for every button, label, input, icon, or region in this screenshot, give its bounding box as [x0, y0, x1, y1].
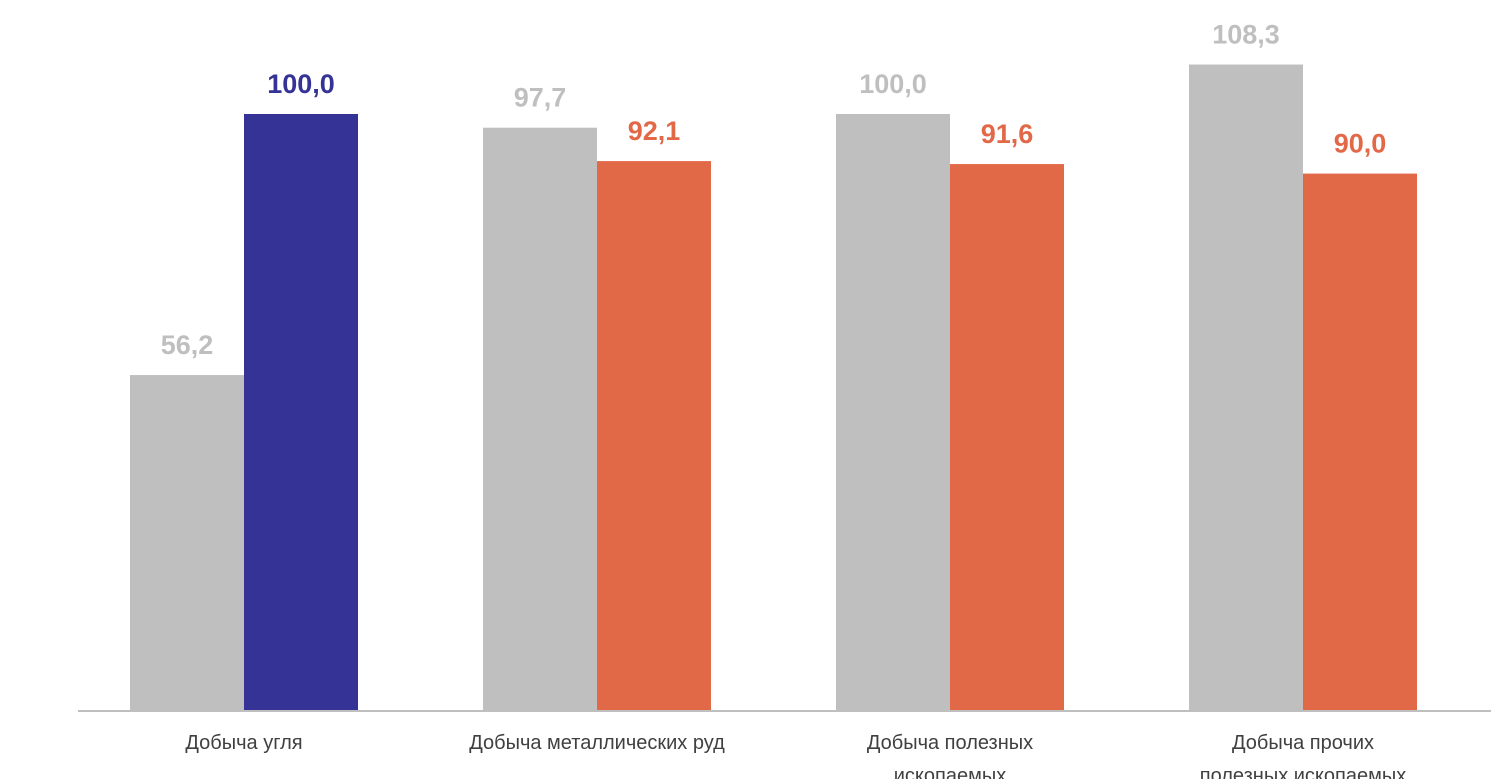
bar-s1-c2 — [483, 127, 597, 710]
category-label-3-line-2: ископаемых — [894, 765, 1006, 779]
bars-layer — [130, 64, 1417, 711]
category-label-4-line-1: Добыча прочих — [1232, 732, 1374, 754]
data-label-s1-c1: 56,2 — [161, 330, 214, 360]
bar-s1-c3 — [836, 114, 950, 710]
bar-s2-c3 — [950, 164, 1064, 711]
data-label-s2-c2: 92,1 — [628, 116, 681, 146]
data-label-s2-c1: 100,0 — [267, 69, 335, 99]
category-label-1-line-1: Добыча угля — [185, 732, 302, 754]
data-label-s1-c4: 108,3 — [1212, 20, 1280, 50]
data-label-s1-c3: 100,0 — [859, 69, 927, 99]
data-label-s1-c2: 97,7 — [514, 83, 567, 113]
category-label-4-line-2: полезных ископаемых — [1200, 765, 1406, 779]
data-label-s2-c3: 91,6 — [981, 119, 1034, 149]
data-label-s2-c4: 90,0 — [1334, 129, 1387, 159]
category-label-3-line-1: Добыча полезных — [867, 732, 1033, 754]
bar-s2-c1 — [244, 114, 358, 710]
bar-s1-c1 — [130, 375, 244, 710]
category-label-2-line-1: Добыча металлических руд — [469, 732, 725, 754]
bar-s2-c4 — [1303, 173, 1417, 711]
bar-s2-c2 — [597, 161, 711, 711]
category-labels-layer: Добыча угля Добыча металлических руд Добыч… — [185, 732, 1406, 779]
value-labels-layer: 56,2 100,0 97,7 92,1 100,0 91,6 108,3 90,0 — [161, 20, 1387, 361]
bar-s1-c4 — [1189, 64, 1303, 711]
